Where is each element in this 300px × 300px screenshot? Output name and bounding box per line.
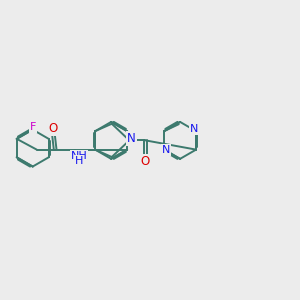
Text: N: N	[190, 124, 198, 134]
Text: N: N	[162, 146, 171, 155]
Text: N: N	[127, 132, 136, 145]
Text: F: F	[29, 122, 36, 132]
Text: H: H	[75, 156, 83, 166]
Text: NH: NH	[70, 151, 87, 161]
Text: O: O	[49, 122, 58, 135]
Text: O: O	[141, 155, 150, 168]
